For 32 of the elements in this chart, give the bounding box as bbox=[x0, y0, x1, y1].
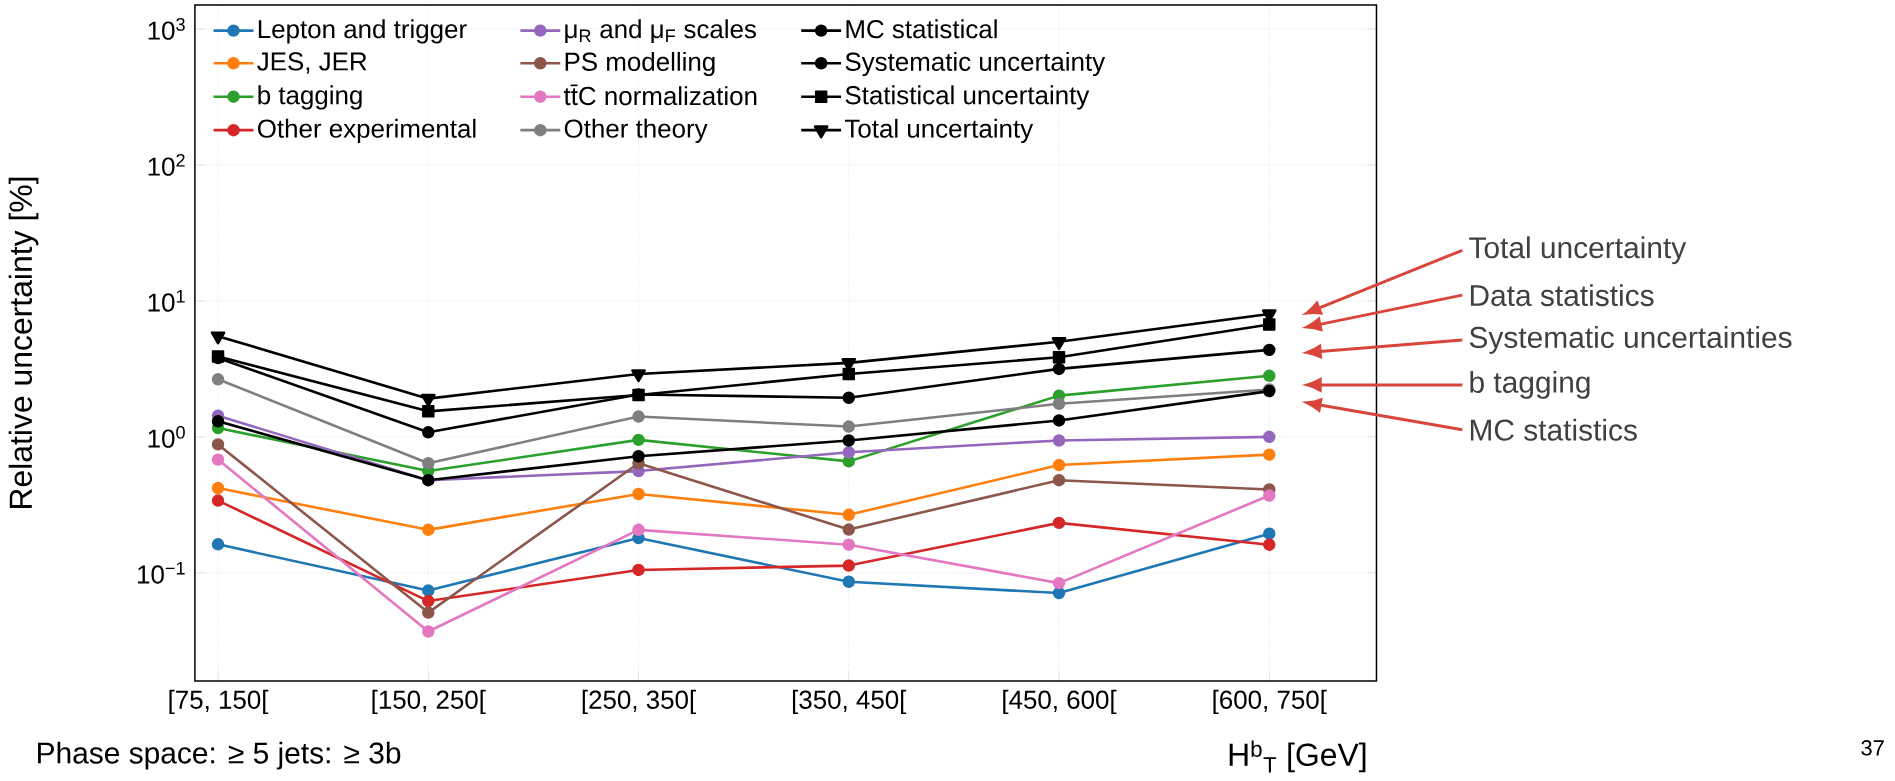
x-tick-label: [75, 150[ bbox=[169, 689, 269, 714]
y-axis-title: Relative uncertainty [%] bbox=[8, 177, 39, 508]
legend-label: Statistical uncertainty bbox=[845, 85, 1090, 110]
legend-label: PS modelling bbox=[565, 51, 715, 76]
legend-label: Other theory bbox=[564, 118, 708, 143]
x-tick-label: [150, 250[ bbox=[372, 689, 486, 714]
legend-label: Lepton and trigger bbox=[258, 19, 467, 44]
x-tick-label: [250, 350[ bbox=[582, 689, 696, 714]
legend-label: Total uncertainty bbox=[844, 118, 1034, 143]
y-tick-label: 10$^{−1}$ bbox=[138, 561, 185, 584]
x-tick-label: [450, 600[ bbox=[1003, 689, 1117, 714]
legend-label: Other experimental bbox=[257, 118, 476, 143]
y-tick-label: 10$^{1}$ bbox=[148, 289, 185, 312]
legend-label: MC statistical bbox=[846, 19, 997, 39]
legend-label: tt̄C normalization bbox=[563, 84, 757, 106]
text: b tagging bbox=[1470, 370, 1590, 399]
x-tick-label: [600, 750[ bbox=[1213, 689, 1327, 714]
legend-label: b tagging bbox=[258, 85, 362, 110]
legend-label: Systematic uncertainty bbox=[845, 51, 1106, 76]
x-tick-label: [350, 450[ bbox=[792, 689, 907, 714]
legend-label: μ$_{R}$ and μ$_{F}$ scales bbox=[565, 19, 756, 43]
y-tick-label: 10$^{3}$ bbox=[148, 17, 185, 40]
y-tick-label: 10$^{2}$ bbox=[148, 153, 185, 176]
text: Total uncertainty bbox=[1469, 236, 1687, 265]
text: Phase space: ≥ 5 jets: ≥ 3b bbox=[38, 741, 401, 770]
x-axis-title: H$^{b}$$_{T}$ [GeV] bbox=[1229, 740, 1366, 773]
text: MC statistics bbox=[1470, 418, 1637, 441]
legend-label: JES, JER bbox=[257, 52, 367, 74]
text: Systematic uncertainties bbox=[1469, 325, 1792, 354]
text: 37 bbox=[1861, 739, 1884, 756]
text: Data statistics bbox=[1470, 284, 1654, 307]
y-tick-label: 10$^{0}$ bbox=[148, 425, 185, 448]
